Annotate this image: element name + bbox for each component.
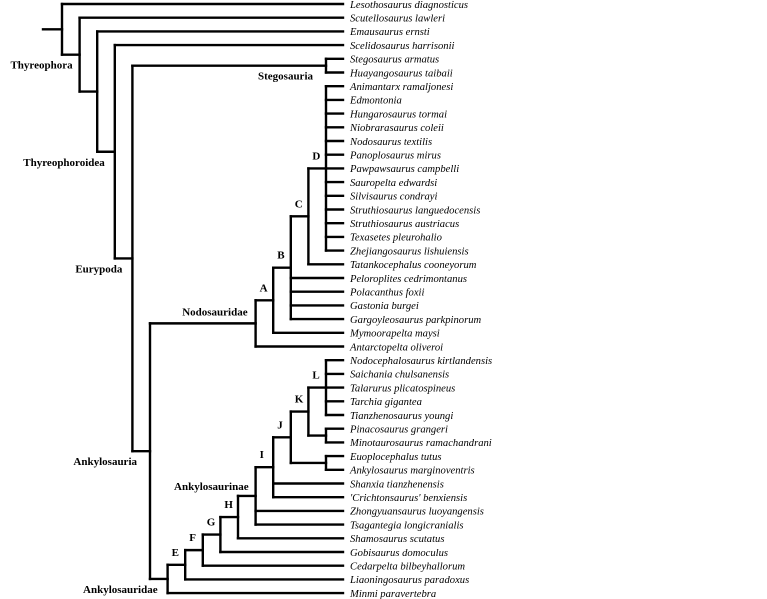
taxon-label: Shanxia tianzhenensis bbox=[350, 479, 444, 490]
taxon-label: Animantarx ramaljonesi bbox=[349, 82, 453, 93]
taxon-label: Saichania chulsanensis bbox=[350, 370, 449, 381]
taxon-label: Tarchia gigantea bbox=[350, 397, 422, 408]
node-letter-label: K bbox=[295, 394, 304, 406]
taxon-label: Tatankocephalus cooneyorum bbox=[350, 260, 477, 271]
taxon-label: Antarctopelta oliveroi bbox=[349, 342, 443, 353]
clade-name-label: Nodosauridae bbox=[182, 306, 248, 318]
clade-name-label: Ankylosaurinae bbox=[174, 481, 249, 493]
node-letter-label: I bbox=[260, 449, 264, 461]
node-letter-label: G bbox=[207, 517, 216, 529]
node-letter-label: L bbox=[312, 370, 319, 382]
node-letter-label: H bbox=[224, 499, 233, 511]
taxon-label: Ankylosaurus marginoventris bbox=[349, 466, 475, 477]
taxon-label: Lesothosaurus diagnosticus bbox=[349, 0, 468, 11]
taxon-label: Tianzhenosaurus youngi bbox=[350, 411, 453, 422]
node-letter-label: D bbox=[312, 150, 320, 162]
taxon-label: Scutellosaurus lawleri bbox=[350, 14, 445, 25]
taxon-label: Pawpawsaurus campbelli bbox=[349, 164, 459, 175]
clade-name-label: Thyreophoroidea bbox=[23, 157, 105, 169]
taxon-label: Zhongyuansaurus luoyangensis bbox=[350, 507, 484, 518]
taxon-label: 'Crichtonsaurus' benxiensis bbox=[350, 493, 467, 504]
taxon-label: Zhejiangosaurus lishuiensis bbox=[350, 246, 469, 257]
clade-name-label: Thyreophora bbox=[10, 60, 73, 72]
node-letter-label: E bbox=[172, 547, 179, 559]
taxon-label: Scelidosaurus harrisonii bbox=[350, 41, 455, 52]
taxon-label: Huayangosaurus taibaii bbox=[349, 68, 453, 79]
node-letter-label: J bbox=[277, 419, 283, 431]
clade-name-label: Eurypoda bbox=[75, 263, 123, 275]
taxon-label: Nodocephalosaurus kirtlandensis bbox=[349, 356, 492, 367]
taxon-label: Niobrarasaurus coleii bbox=[349, 123, 444, 134]
taxon-label: Gastonia burgei bbox=[350, 301, 419, 312]
taxon-label: Liaoningosaurus paradoxus bbox=[349, 575, 469, 586]
taxon-label: Sauropelta edwardsi bbox=[350, 178, 437, 189]
node-letter-label: F bbox=[189, 532, 196, 544]
taxon-label: Edmontonia bbox=[349, 96, 402, 107]
node-letter-label: B bbox=[277, 250, 285, 262]
taxon-label: Emausaurus ernsti bbox=[349, 27, 430, 38]
taxon-label: Gargoyleosaurus parkpinorum bbox=[350, 315, 481, 326]
taxon-label: Mymoorapelta maysi bbox=[349, 329, 440, 340]
taxon-label: Tsagantegia longicranialis bbox=[350, 520, 464, 531]
taxon-label: Struthiosaurus austriacus bbox=[350, 219, 459, 230]
taxon-label: Panoplosaurus mirus bbox=[349, 151, 441, 162]
taxon-label: Minotaurosaurus ramachandrani bbox=[349, 438, 492, 449]
clade-name-label: Stegosauria bbox=[258, 71, 314, 83]
taxon-label: Talarurus plicatospineus bbox=[350, 383, 455, 394]
taxon-label: Gobisaurus domoculus bbox=[350, 548, 448, 559]
taxon-label: Stegosaurus armatus bbox=[350, 55, 439, 66]
taxon-label: Nodosaurus textilis bbox=[349, 137, 432, 148]
taxon-label: Euoplocephalus tutus bbox=[349, 452, 442, 463]
taxon-label: Hungarosaurus tormai bbox=[349, 109, 447, 120]
taxon-label: Shamosaurus scutatus bbox=[350, 534, 444, 545]
clade-name-label: Ankylosauridae bbox=[83, 584, 158, 596]
taxon-label: Silvisaurus condrayi bbox=[350, 192, 437, 203]
node-letter-label: C bbox=[295, 198, 303, 210]
node-letter-label: A bbox=[260, 282, 268, 294]
clade-name-label: Ankylosauria bbox=[73, 456, 137, 468]
taxon-label: Texasetes pleurohalio bbox=[350, 233, 442, 244]
taxon-label: Minmi paravertebra bbox=[349, 589, 436, 599]
taxon-label: Pinacosaurus grangeri bbox=[349, 425, 448, 436]
taxon-label: Peloroplites cedrimontanus bbox=[349, 274, 467, 285]
taxon-label: Polacanthus foxii bbox=[349, 288, 424, 299]
taxon-label: Cedarpelta bilbeyhallorum bbox=[350, 562, 465, 573]
taxon-label: Struthiosaurus languedocensis bbox=[350, 205, 480, 216]
